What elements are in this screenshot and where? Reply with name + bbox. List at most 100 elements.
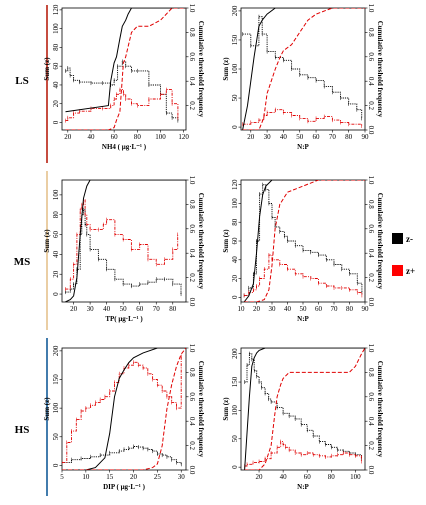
- y-tick-label: 50: [231, 435, 239, 443]
- x-axis-label: TP( μg·L⁻¹ ): [105, 315, 143, 323]
- x-tick-label: 40: [280, 133, 288, 141]
- y-tick-label: 80: [52, 211, 60, 219]
- x-axis-label: DIP ( μg·L⁻¹ ): [103, 483, 146, 491]
- x-tick-label: 15: [106, 473, 114, 481]
- y-tick-label: 20: [52, 100, 60, 108]
- x-tick-label: 120: [178, 133, 189, 141]
- x-tick-label: 50: [120, 305, 128, 313]
- y-tick-label: 50: [231, 94, 239, 102]
- y2-tick-label: 1.0: [367, 4, 375, 13]
- y-tick-label: 200: [231, 348, 239, 359]
- series-line-z-: [65, 209, 182, 295]
- x-tick-label: 80: [345, 133, 353, 141]
- x-tick-label: 80: [169, 305, 177, 313]
- x-tick-label: 30: [264, 133, 272, 141]
- series-line-cumulative+: [62, 348, 186, 470]
- legend-label-z-minus: z-: [406, 234, 413, 244]
- y-tick-label: 100: [52, 189, 60, 200]
- y-axis-label: Sum (z): [43, 397, 51, 421]
- y2-tick-label: 1.0: [367, 176, 375, 185]
- y-tick-label: 0: [52, 292, 60, 296]
- y2-axis-label: Cumulative threshold frequency: [197, 21, 205, 118]
- legend-swatch-z-minus: [392, 233, 403, 244]
- y-tick-label: 100: [231, 198, 239, 209]
- row-label-group-hs: HS: [15, 338, 48, 496]
- y-tick-label: 150: [231, 376, 239, 387]
- row-label-group-ms: MS: [14, 171, 48, 330]
- y-tick-label: 100: [52, 402, 60, 413]
- x-tick-label: 30: [87, 305, 95, 313]
- x-tick-label: 40: [280, 473, 288, 481]
- x-tick-label: 40: [87, 133, 95, 141]
- y2-tick-label: 0.8: [367, 28, 375, 37]
- y2-tick-label: 0.8: [188, 200, 196, 209]
- y2-axis-label: Cumulative threshold frequency: [376, 193, 384, 290]
- y2-tick-label: 0.8: [188, 28, 196, 37]
- x-tick-label: 80: [134, 133, 142, 141]
- y2-tick-label: 0.8: [367, 368, 375, 377]
- series-line-z+: [65, 199, 179, 290]
- series-line-cumulative+: [65, 8, 186, 130]
- x-tick-label: 20: [253, 305, 261, 313]
- y2-axis-label: Cumulative threshold frequency: [197, 361, 205, 458]
- x-tick-label: 60: [111, 133, 119, 141]
- x-tick-label: 70: [329, 133, 337, 141]
- x-tick-label: 100: [155, 133, 166, 141]
- y-axis-label: Sum (z): [43, 229, 51, 253]
- y-tick-label: 0: [231, 465, 239, 469]
- x-tick-label: 60: [315, 305, 323, 313]
- y-tick-label: 20: [231, 275, 239, 283]
- y-tick-label: 40: [231, 256, 239, 264]
- y-tick-label: 120: [231, 179, 239, 190]
- y2-tick-label: 0.6: [188, 392, 196, 401]
- x-tick-label: 60: [136, 305, 144, 313]
- y-axis-label: Sum (z): [222, 57, 230, 81]
- y-tick-label: 50: [52, 433, 60, 441]
- x-tick-label: 30: [269, 305, 277, 313]
- y-axis-label: Sum (z): [222, 229, 230, 253]
- y2-tick-label: 0.2: [188, 273, 196, 282]
- row-label-hs: HS: [15, 424, 30, 436]
- y2-tick-label: 0.4: [188, 77, 196, 86]
- y-tick-label: 100: [231, 63, 239, 74]
- x-tick-label: 60: [313, 133, 321, 141]
- row-label-ls: LS: [15, 75, 28, 87]
- y-tick-label: 40: [52, 250, 60, 258]
- y2-tick-label: 0.0: [367, 126, 375, 135]
- x-tick-label: 5: [60, 473, 64, 481]
- y2-axis-label: Cumulative threshold frequency: [197, 193, 205, 290]
- y-tick-label: 120: [52, 4, 60, 15]
- y2-tick-label: 0.0: [367, 298, 375, 307]
- y-tick-label: 0: [231, 125, 239, 129]
- y-axis-label: Sum (z): [222, 397, 230, 421]
- x-tick-label: 50: [296, 133, 304, 141]
- panel-ls-1: 20 30 40 50 60 70 80 90 0 50 100 150 200 0.0 0.2 0.4 0.6…: [222, 4, 384, 151]
- x-tick-label: 60: [304, 473, 312, 481]
- row-label-ms: MS: [14, 256, 31, 268]
- x-tick-label: 20: [247, 133, 255, 141]
- series-line-z-: [242, 16, 363, 119]
- y2-tick-label: 1.0: [188, 4, 196, 13]
- panels: 20 40 60 80 100 1200204060801001200.20.40.60.…: [43, 4, 384, 491]
- legend-label-z-plus: z+: [406, 266, 415, 276]
- series-line-z+: [62, 356, 182, 464]
- x-axis-label: N:P: [297, 315, 309, 323]
- y-tick-label: 60: [231, 237, 239, 245]
- y-tick-label: 60: [52, 231, 60, 239]
- x-tick-label: 100: [350, 473, 361, 481]
- y2-tick-label: 1.0: [188, 344, 196, 353]
- x-tick-label: 10: [238, 305, 246, 313]
- x-tick-label: 25: [154, 473, 162, 481]
- series-group: [65, 180, 186, 302]
- y-tick-label: 200: [231, 5, 239, 16]
- panel-ms-1: 10 20 30 40 50 60 70 80 90 0 20 40 60 80 100 120 0.0 0.2 0…: [222, 176, 384, 323]
- y-tick-label: 80: [231, 218, 239, 226]
- x-tick-label: 20: [70, 305, 78, 313]
- series-line-cumulative+: [244, 348, 365, 470]
- x-tick-label: 40: [103, 305, 111, 313]
- panel-hs-1: 20 40 60 80 100 0 50 100 150 200 0.0 0.2 0.4 0.6 0.8 1.…: [222, 344, 384, 491]
- x-tick-label: 70: [331, 305, 339, 313]
- series-line-cumulative: [244, 348, 365, 470]
- row-label-group-ls: LS: [15, 5, 48, 163]
